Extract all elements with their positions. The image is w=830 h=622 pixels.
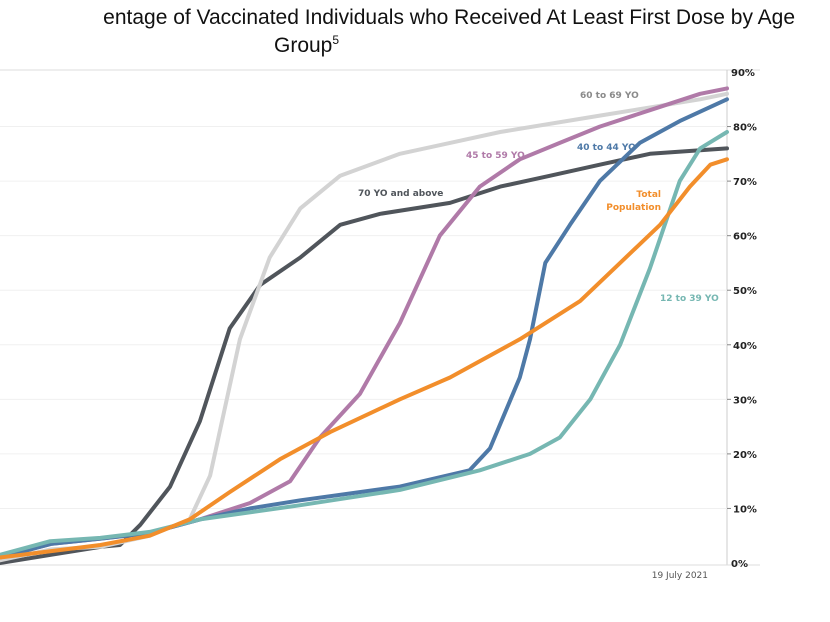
footnote-marker: 5 bbox=[332, 33, 340, 47]
chart-title-line2: Group5 bbox=[274, 33, 339, 58]
label-40-44: 40 to 44 YO bbox=[577, 143, 636, 153]
y-tick-label: 0% bbox=[731, 559, 748, 570]
y-tick-label: 10% bbox=[733, 504, 757, 515]
series-line-12-to-39-yo bbox=[0, 130, 729, 557]
label-total-line2: Population bbox=[606, 203, 661, 213]
label-45-59: 45 to 59 YO bbox=[466, 151, 525, 161]
label-total-line1: Total bbox=[636, 190, 661, 200]
series-line-70-yo-and-above bbox=[0, 146, 729, 565]
chart-title: entage of Vaccinated Individuals who Rec… bbox=[103, 6, 795, 29]
y-tick-label: 50% bbox=[733, 286, 757, 297]
label-12-39: 12 to 39 YO bbox=[660, 294, 719, 304]
y-tick-label: 80% bbox=[733, 123, 757, 134]
y-tick-label: 20% bbox=[733, 450, 757, 461]
y-tick-label: 90% bbox=[731, 68, 755, 79]
label-60-69: 60 to 69 YO bbox=[580, 91, 639, 101]
y-tick-label: 60% bbox=[733, 232, 757, 243]
chart-title-group: Group bbox=[274, 34, 333, 57]
x-end-date-label: 19 July 2021 bbox=[652, 571, 708, 581]
y-tick-label: 40% bbox=[733, 341, 757, 352]
y-tick-label: 30% bbox=[733, 395, 757, 406]
series-line-total-population bbox=[0, 157, 729, 560]
y-tick-label: 70% bbox=[733, 177, 757, 188]
label-70-above: 70 YO and above bbox=[358, 189, 443, 199]
